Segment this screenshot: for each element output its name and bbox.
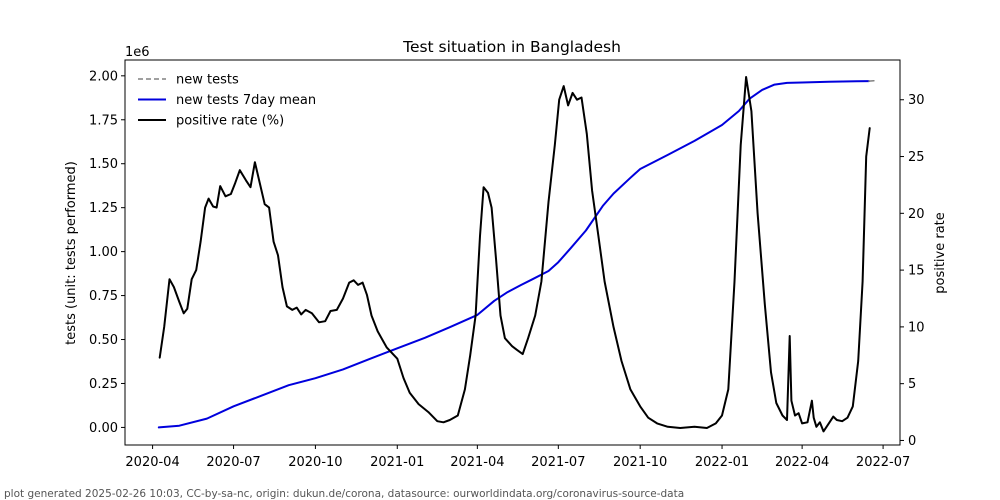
y2-tick-label: 15: [908, 264, 925, 279]
chart-title: Test situation in Bangladesh: [402, 38, 621, 56]
y-tick-label: 1.75: [89, 113, 118, 128]
x-tick-label: 2021-04: [450, 455, 504, 470]
x-tick-label: 2021-01: [370, 455, 424, 470]
plot-frame: [124, 59, 901, 446]
legend-label-2: positive rate (%): [176, 114, 284, 129]
legend: new tests new tests 7day mean positive rat…: [138, 73, 316, 129]
y2-tick-label: 20: [908, 207, 925, 222]
x-tick-label: 2020-10: [288, 455, 342, 470]
y-tick-label: 0.75: [89, 289, 118, 304]
x-tick-label: 2021-07: [531, 455, 585, 470]
x-axis: 2020-04 2020-07 2020-10 2021-01 2021-04 2021-…: [125, 445, 910, 470]
y-axis-label: tests (unit: tests performed): [64, 161, 79, 345]
y-tick-label: 0.00: [89, 421, 118, 436]
x-tick-label: 2022-07: [856, 455, 910, 470]
x-tick-label: 2020-04: [125, 455, 179, 470]
x-tick-label: 2022-04: [775, 455, 829, 470]
x-tick-label: 2021-10: [613, 455, 667, 470]
y-tick-label: 1.00: [89, 245, 118, 260]
legend-label-0: new tests: [176, 73, 239, 88]
y2-axis: 0 5 10 15 20 25 30: [900, 93, 925, 449]
y-tick-label: 1.25: [89, 201, 118, 216]
footer-note: plot generated 2025-02-26 10:03, CC-by-s…: [4, 488, 684, 500]
y-tick-label: 0.25: [89, 377, 118, 392]
y-tick-label: 0.50: [89, 333, 118, 348]
plot-lines: [157, 76, 876, 433]
series-line-2: [158, 76, 871, 433]
y-offset-label: 1e6: [125, 45, 150, 60]
y2-axis-label: positive rate: [933, 212, 948, 294]
y-tick-label: 1.50: [89, 157, 118, 172]
y2-tick-label: 30: [908, 93, 925, 108]
y2-tick-label: 10: [908, 320, 925, 335]
y-axis: 0.00 0.25 0.50 0.75 1.00 1.25 1.50 1.75 2.00: [89, 69, 125, 436]
x-tick-label: 2020-07: [206, 455, 260, 470]
y2-tick-label: 25: [908, 150, 925, 165]
y2-tick-label: 0: [908, 434, 916, 449]
x-tick-label: 2022-01: [695, 455, 749, 470]
y2-tick-label: 5: [908, 377, 916, 392]
y-tick-label: 2.00: [89, 69, 118, 84]
legend-label-1: new tests 7day mean: [176, 93, 316, 108]
series-line-1: [157, 80, 870, 429]
